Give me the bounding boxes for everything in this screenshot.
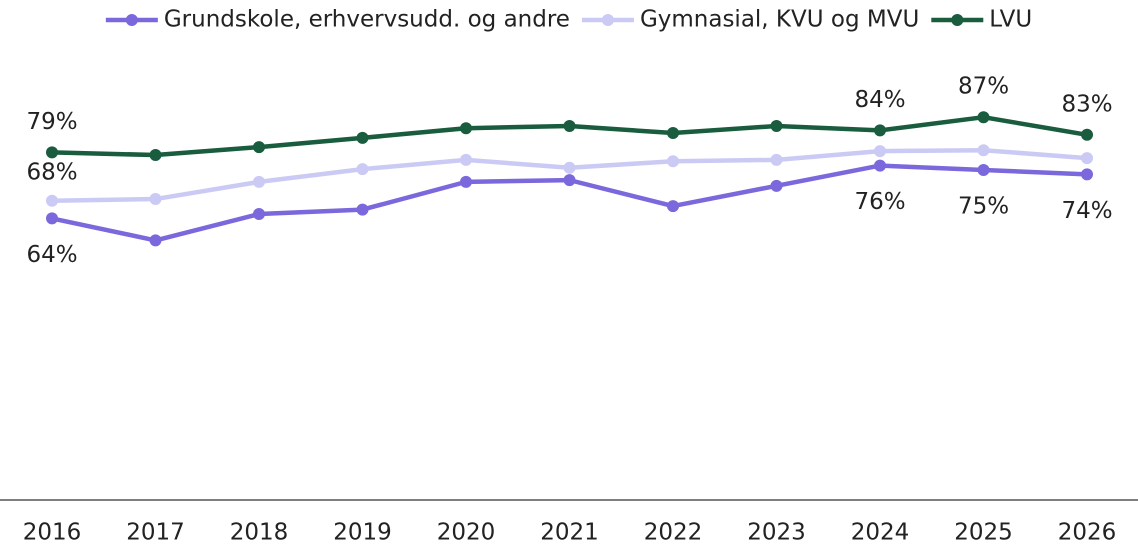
point [667,155,679,168]
x-tick-label: 2025 [954,520,1013,545]
point [253,141,265,154]
point [770,179,783,192]
data-label: 64% [26,242,77,268]
point [563,120,576,132]
legend-label: Grundskole, erhvervsudd. og andre [164,7,570,33]
point [460,153,472,166]
point [46,194,58,207]
x-tick-label: 2019 [333,520,392,545]
point [149,149,162,162]
legend-marker [951,14,964,26]
x-tick-label: 2018 [230,520,289,545]
x-tick-label: 2020 [437,520,496,545]
x-tick-label: 2016 [23,520,82,545]
legend-label: LVU [989,7,1032,33]
point [356,203,369,216]
data-label: 79% [26,109,77,135]
point [874,124,886,137]
point [356,163,369,176]
point [770,153,783,166]
point [460,175,472,188]
x-tick-label: 2026 [1058,520,1117,545]
point [667,127,679,140]
data-label: 75% [958,194,1009,220]
point [356,131,369,144]
legend-marker [601,14,614,26]
x-tick-label: 2017 [126,520,185,545]
point [667,200,679,213]
data-label: 68% [26,159,77,185]
point [253,175,265,188]
point [563,174,576,187]
point [977,164,990,176]
x-tick-label: 2023 [747,520,806,545]
legend: Grundskole, erhvervsudd. og andre Gymnasi… [105,7,1032,33]
point [770,120,783,132]
x-tick-label: 2022 [644,520,703,545]
legend-label: Gymnasial, KVU og MVU [640,7,919,33]
point [563,161,576,174]
point [46,146,58,159]
data-label: 84% [854,87,905,113]
point [977,111,990,124]
point [1081,168,1093,181]
data-label: 74% [1061,198,1112,224]
point [149,234,162,247]
point [874,145,886,158]
data-label: 87% [958,74,1009,100]
point [977,144,990,157]
legend-marker [125,14,138,26]
point [253,208,265,220]
point [1081,152,1093,165]
data-label: 76% [854,189,905,215]
point [874,159,886,172]
point [46,212,58,225]
point [460,122,472,135]
point [149,193,162,206]
point [1081,128,1093,141]
x-tick-label: 2024 [851,520,910,545]
x-tick-label: 2021 [540,520,599,545]
data-label: 83% [1061,91,1112,117]
